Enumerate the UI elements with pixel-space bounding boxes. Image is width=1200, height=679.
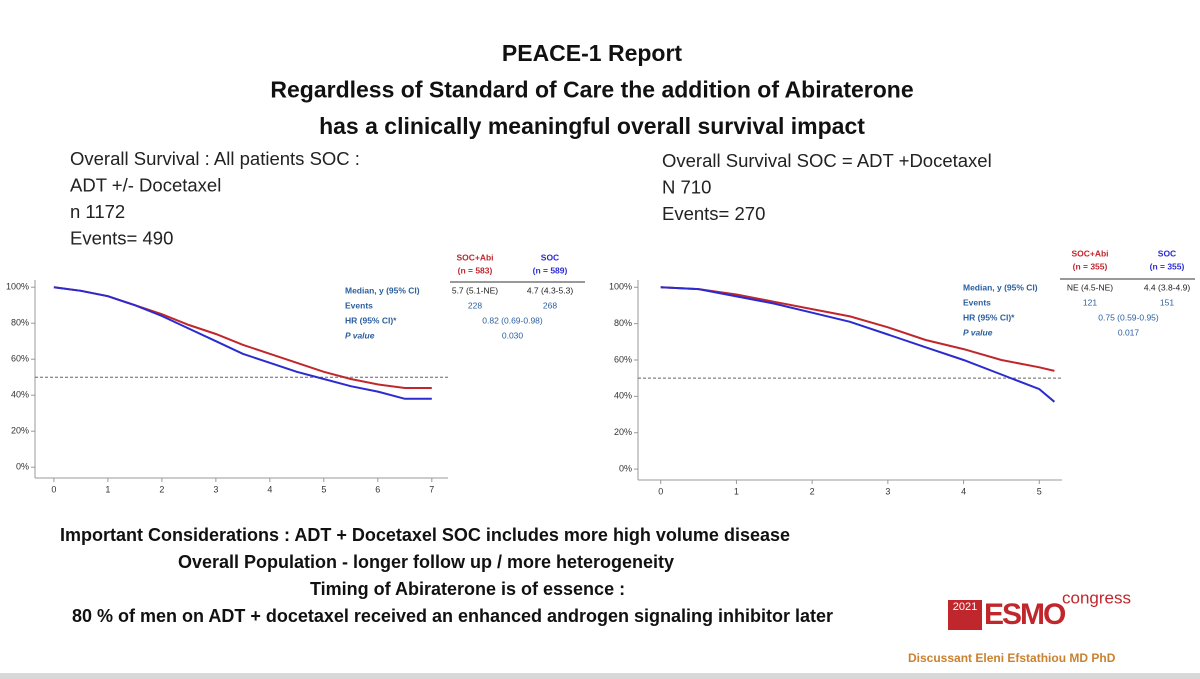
table-row-label: Median, y (95% CI) <box>963 282 1038 292</box>
slide-title: has a clinically meaningful overall surv… <box>319 113 865 139</box>
y-tick-label: 20% <box>11 426 29 436</box>
table-cell: 5.7 (5.1-NE) <box>452 285 498 295</box>
y-tick-label: 100% <box>6 282 29 292</box>
table-header: SOC+Abi <box>456 252 493 262</box>
x-tick-label: 6 <box>375 484 380 494</box>
x-tick-label: 2 <box>159 484 164 494</box>
y-tick-label: 60% <box>11 354 29 364</box>
consideration: Important Considerations : ADT + Docetax… <box>60 525 790 545</box>
x-tick-label: 2 <box>810 486 815 496</box>
logo-box <box>948 600 982 630</box>
table-cell: 4.4 (3.8-4.9) <box>1144 282 1190 292</box>
consideration: Timing of Abiraterone is of essence : <box>310 579 625 599</box>
y-tick-label: 0% <box>619 463 632 473</box>
survival-curve <box>660 286 1055 372</box>
table-header: SOC <box>541 252 559 262</box>
slide-title: PEACE-1 Report <box>502 40 683 66</box>
panel-caption: Events= 490 <box>70 227 173 248</box>
table-cell: 0.017 <box>1118 327 1140 337</box>
x-tick-label: 5 <box>1037 486 1042 496</box>
survival-curve <box>53 286 432 400</box>
y-tick-label: 80% <box>11 318 29 328</box>
panel-caption: Overall Survival : All patients SOC : <box>70 148 360 169</box>
table-cell: 0.030 <box>502 330 524 340</box>
x-tick-label: 1 <box>105 484 110 494</box>
survival-curve <box>660 286 1056 403</box>
table-row-label: Events <box>345 300 373 310</box>
y-tick-label: 20% <box>614 427 632 437</box>
y-tick-label: 80% <box>614 318 632 328</box>
table-cell: 0.82 (0.69-0.98) <box>482 315 543 325</box>
x-tick-label: 7 <box>429 484 434 494</box>
table-cell: 0.75 (0.59-0.95) <box>1098 312 1159 322</box>
x-tick-label: 0 <box>658 486 663 496</box>
table-cell: NE (4.5-NE) <box>1067 282 1113 292</box>
panel-caption: Events= 270 <box>662 203 765 224</box>
y-tick-label: 0% <box>16 462 29 472</box>
y-tick-label: 40% <box>614 391 632 401</box>
table-header: (n = 583) <box>458 265 493 275</box>
table-cell: 4.7 (4.3-5.3) <box>527 285 573 295</box>
table-row-label: P value <box>345 330 375 340</box>
x-tick-label: 3 <box>213 484 218 494</box>
x-tick-label: 3 <box>885 486 890 496</box>
logo-year: 2021 <box>953 601 977 613</box>
table-row-label: Events <box>963 297 991 307</box>
table-cell: 121 <box>1083 297 1097 307</box>
x-tick-label: 4 <box>961 486 966 496</box>
x-tick-label: 4 <box>267 484 272 494</box>
footer: Discussant Eleni Efstathiou MD PhD <box>908 651 1116 665</box>
logo-name: ESMO <box>984 598 1066 631</box>
panel-caption: Overall Survival SOC = ADT +Docetaxel <box>662 150 992 171</box>
x-tick-label: 0 <box>51 484 56 494</box>
y-tick-label: 40% <box>11 390 29 400</box>
panel-caption: ADT +/- Docetaxel <box>70 174 221 195</box>
table-row-label: HR (95% CI)* <box>345 315 397 325</box>
table-header: SOC+Abi <box>1071 248 1108 258</box>
table-cell: 228 <box>468 300 482 310</box>
table-row-label: HR (95% CI)* <box>963 312 1015 322</box>
table-header: (n = 589) <box>533 265 568 275</box>
panel-caption: N 710 <box>662 176 711 197</box>
x-tick-label: 5 <box>321 484 326 494</box>
table-row-label: Median, y (95% CI) <box>345 285 420 295</box>
panel-caption: n 1172 <box>70 201 125 222</box>
table-header: SOC <box>1158 248 1176 258</box>
logo-word: congress <box>1062 588 1131 607</box>
table-header: (n = 355) <box>1150 261 1185 271</box>
bottom-bar <box>0 673 1200 679</box>
table-cell: 151 <box>1160 297 1174 307</box>
table-header: (n = 355) <box>1073 261 1108 271</box>
consideration: 80 % of men on ADT + docetaxel received … <box>72 606 833 626</box>
y-tick-label: 60% <box>614 354 632 364</box>
consideration: Overall Population - longer follow up / … <box>178 552 674 572</box>
y-tick-label: 100% <box>609 282 632 292</box>
table-cell: 268 <box>543 300 557 310</box>
slide-title: Regardless of Standard of Care the addit… <box>270 77 913 103</box>
x-tick-label: 1 <box>734 486 739 496</box>
table-row-label: P value <box>963 327 993 337</box>
